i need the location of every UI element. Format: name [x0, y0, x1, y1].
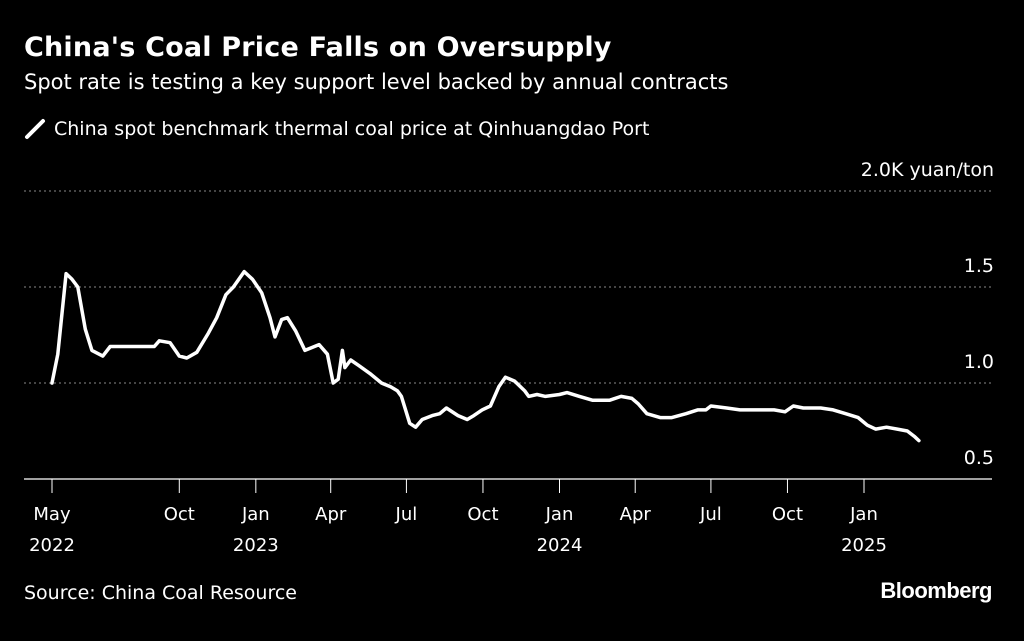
chart-title: China's Coal Price Falls on Oversupply [24, 32, 612, 63]
legend-label: China spot benchmark thermal coal price … [54, 118, 650, 140]
x-tick-year: 2022 [29, 535, 75, 556]
grid-layer [24, 190, 992, 384]
legend: China spot benchmark thermal coal price … [24, 118, 649, 140]
x-tick-month: Oct [164, 504, 195, 525]
x-tick-month: Apr [620, 504, 652, 525]
source-note: Source: China Coal Resource [24, 582, 297, 604]
x-tick-month: May [33, 504, 71, 525]
y-tick-label: 1.0 [964, 351, 994, 373]
x-tick-month: Jan [545, 504, 574, 525]
x-tick-year: 2025 [841, 535, 887, 556]
chart-subtitle: Spot rate is testing a key support level… [24, 70, 729, 94]
x-tick-month: Jan [849, 504, 878, 525]
x-tick-month: Oct [772, 504, 803, 525]
x-tick-year: 2024 [537, 535, 583, 556]
x-axis-ticks: May 2022 Oct Jan 2023 Apr Jul Oct Jan 2024 Apr Jul O… [29, 479, 887, 556]
series-line [50, 269, 921, 443]
y-tick-label: 1.5 [964, 255, 994, 277]
x-tick-month: Jul [395, 504, 418, 525]
y-tick-label: 2.0K yuan/ton [861, 159, 994, 181]
x-tick-month: Jan [241, 504, 270, 525]
x-tick-month: Oct [467, 504, 498, 525]
x-tick-month: Apr [315, 504, 347, 525]
y-axis-ticks: 2.0K yuan/ton 1.5 1.0 0.5 [861, 159, 994, 469]
y-tick-label: 0.5 [964, 447, 994, 469]
x-tick-month: Jul [699, 504, 722, 525]
legend-swatch-icon [25, 119, 45, 139]
bloomberg-logo: Bloomberg [880, 578, 992, 603]
x-tick-year: 2023 [233, 535, 279, 556]
